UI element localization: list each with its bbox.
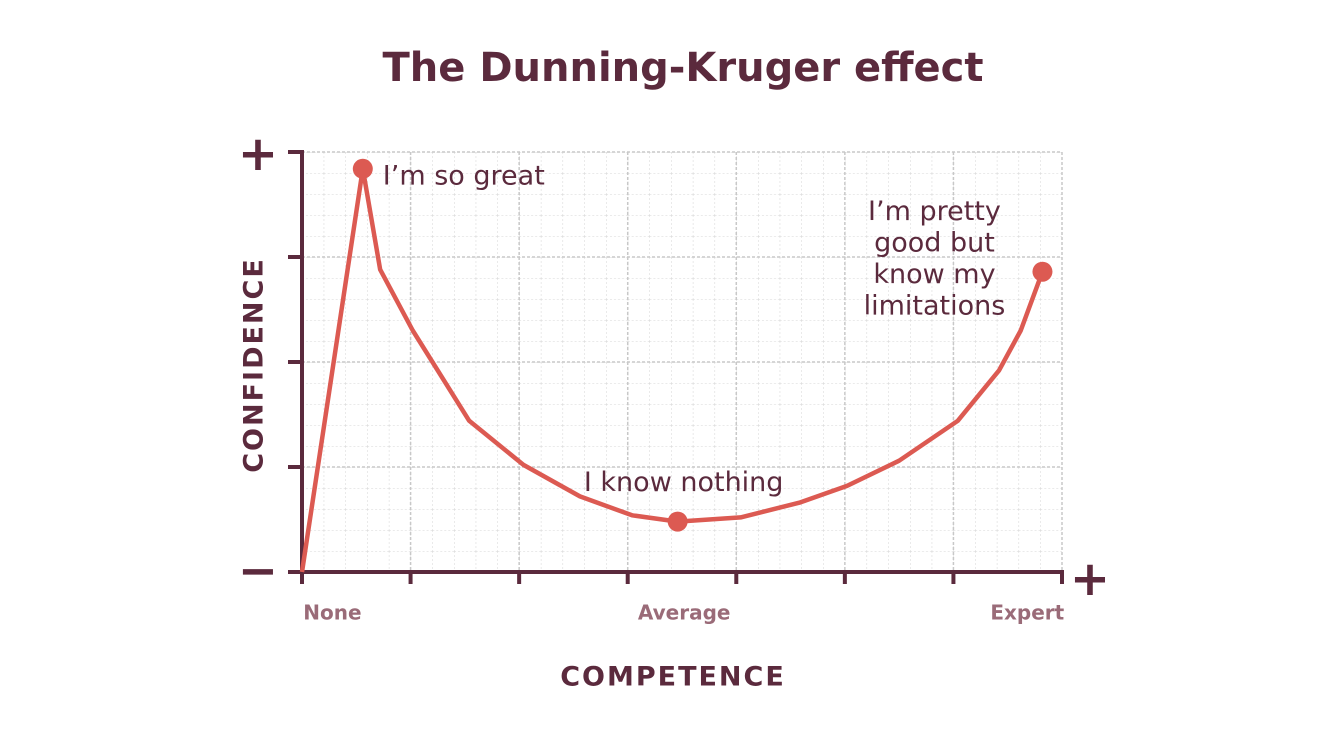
annotation: limitations [864, 291, 1006, 322]
y-axis-plus: + [238, 126, 278, 182]
y-axis-minus: − [238, 543, 278, 599]
highlight-point [1032, 261, 1053, 282]
highlight-point [667, 511, 688, 532]
x-axis-label: Average [638, 601, 731, 625]
annotation: I know nothing [584, 467, 784, 498]
annotation: I’m so great [383, 160, 545, 191]
y-axis-title: CONFIDENCE [239, 257, 270, 473]
annotation: know my [873, 259, 995, 290]
chart-title: The Dunning-Kruger effect [383, 45, 984, 91]
plot: None Average Expert I’m so great I know noth… [288, 150, 1065, 625]
highlight-point [352, 158, 373, 179]
x-axis-label: None [303, 601, 361, 625]
x-axis-title: COMPETENCE [560, 662, 786, 693]
grid [301, 151, 1063, 573]
x-axis-plus: + [1070, 551, 1110, 607]
annotation: good but [874, 228, 995, 259]
x-axis-label: Expert [990, 601, 1064, 625]
annotation: I’m pretty [868, 196, 1001, 227]
